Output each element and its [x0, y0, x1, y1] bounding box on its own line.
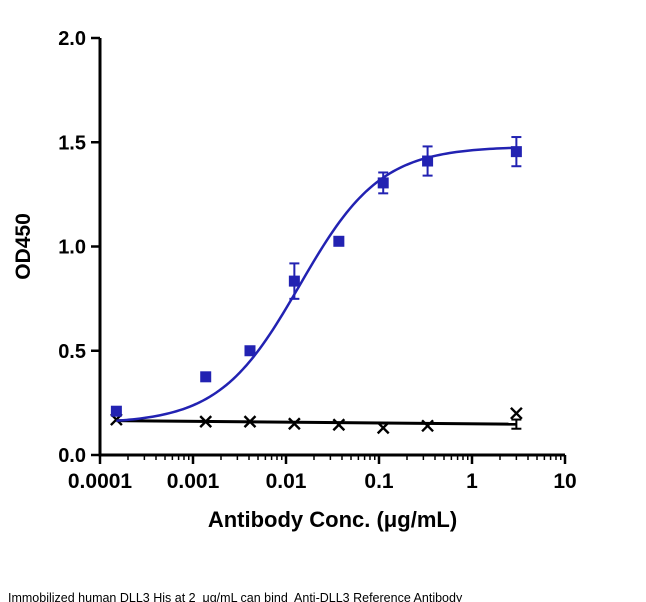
- y-tick-label: 1.5: [58, 132, 86, 154]
- x-tick-label: 0.01: [266, 470, 307, 493]
- x-tick-label: 0.0001: [68, 470, 133, 493]
- data-point-square-marker: [333, 235, 345, 247]
- dose-response-binding-chart: 0.0 0.5 1.0 1.5 2.0 0.0001 0.001 0.01 0.1 1 10 Anti…: [12, 28, 577, 532]
- data-point-square-marker: [244, 345, 256, 357]
- data-point-x-marker: [243, 415, 257, 428]
- y-tick-label: 1.0: [58, 237, 86, 259]
- data-point-x-marker: [332, 418, 346, 432]
- caption-line-1: Immobilized human DLL3 His at 2 μg/mL ca…: [8, 591, 463, 602]
- data-point-x-marker: [199, 415, 213, 428]
- x-tick-label: 1: [466, 470, 478, 493]
- data-point-square-marker: [200, 371, 212, 383]
- data-point-square-marker: [110, 405, 122, 417]
- y-axis-title: OD450: [12, 213, 35, 280]
- y-tick-label: 0.0: [58, 445, 86, 467]
- data-point-square-marker: [377, 177, 389, 189]
- data-point-x-marker: [421, 419, 434, 433]
- data-point-x-marker: [288, 417, 301, 431]
- x-tick-label: 0.1: [364, 470, 394, 493]
- data-point-square-marker: [288, 275, 300, 287]
- y-tick-label: 0.5: [58, 341, 86, 363]
- data-point-square-marker: [510, 146, 522, 158]
- x-tick-label: 0.001: [167, 470, 220, 493]
- data-point-x-marker: [510, 406, 523, 420]
- axes-frame: [98, 38, 565, 457]
- data-point-square-marker: [422, 155, 434, 167]
- baseline-fit-line: [116, 419, 517, 426]
- y-tick-label: 2.0: [58, 28, 86, 50]
- figure-caption: Immobilized human DLL3 His at 2 μg/mL ca…: [8, 556, 462, 602]
- x-tick-label: 10: [553, 470, 576, 493]
- sigmoid-fit-curve: [116, 146, 517, 423]
- data-point-x-marker: [376, 421, 390, 435]
- x-axis-title: Antibody Conc. (μg/mL): [208, 507, 457, 532]
